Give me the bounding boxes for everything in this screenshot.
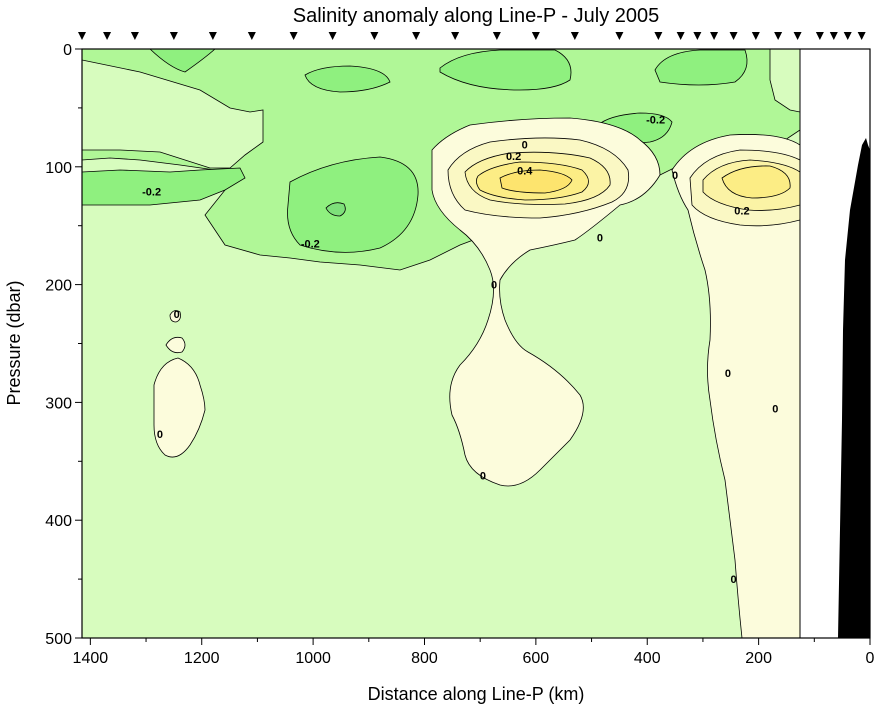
x-tick-label-6: 200 [745,650,772,667]
contour-label-8: 0 [597,232,603,244]
band-0-blob-mid [165,336,186,354]
contour-label-4: 0.2 [506,151,521,163]
x-tick-label-7: 0 [866,650,875,667]
y-tick-label-0: 0 [63,42,72,59]
y-tick-label-3: 300 [45,395,72,412]
chart-title: Salinity anomaly along Line-P - July 200… [293,5,660,27]
contour-label-10: 0 [174,309,180,321]
contour-label-13: 0 [157,429,163,441]
y-axis-label: Pressure (dbar) [4,280,24,405]
station-marker-22 [793,32,802,40]
x-tick-label-3: 800 [411,650,438,667]
band-neg0.1-to-0-topright [769,49,800,113]
y-tick-label-2: 200 [45,278,72,295]
station-marker-24 [829,32,838,40]
station-marker-5 [247,32,256,40]
station-marker-7 [328,32,337,40]
band-lt-neg0.2-g [149,49,216,73]
station-marker-0 [78,32,86,40]
band-gt-0.4-west [499,169,573,194]
band-0-blob-large [153,357,206,458]
x-tick-label-5: 400 [634,650,661,667]
y-axis: 0 100 200 300 400 500 [45,42,82,648]
y-tick-label-1: 100 [45,160,72,177]
contour-label-12: 0 [772,403,778,415]
x-tick-label-4: 600 [523,650,550,667]
station-marker-26 [857,32,866,40]
station-marker-12 [531,32,540,40]
station-marker-3 [169,32,178,40]
station-markers [78,32,866,40]
contour-label-9: 0 [491,280,497,292]
station-marker-8 [370,32,379,40]
station-marker-25 [843,32,852,40]
band-lt-neg0.2-e [654,49,748,86]
band-lt-neg0.2-d [439,49,572,91]
contour-label-15: 0 [730,574,736,586]
station-marker-11 [492,32,501,40]
band-0-to-0.1-east [671,134,800,638]
station-marker-9 [412,32,421,40]
contour-label-11: 0 [725,368,731,380]
contour-label-3: 0 [522,139,528,151]
contour-label-1: -0.2 [301,238,320,250]
contour-field [82,49,800,638]
x-axis: 1400 1200 1000 800 600 400 200 0 [73,638,875,667]
x-tick-label-2: 1000 [295,650,331,667]
bathymetry-shelf [838,138,870,638]
contour-label-2: -0.2 [646,115,665,127]
station-marker-10 [451,32,460,40]
x-tick-label-1: 1200 [184,650,220,667]
band-gt-0.3-east [721,165,791,199]
y-tick-label-4: 400 [45,513,72,530]
station-marker-14 [615,32,624,40]
station-marker-23 [815,32,824,40]
contour-label-7: 0.2 [734,205,749,217]
station-marker-21 [774,32,783,40]
contour-label-5: 0.4 [517,165,533,177]
contour-label-0: -0.2 [142,187,161,199]
station-marker-4 [208,32,217,40]
station-marker-17 [693,32,702,40]
station-marker-16 [676,32,685,40]
band-lt-neg0.2-f [304,65,391,93]
band-lt-neg0.3 [325,202,346,217]
station-marker-18 [710,32,719,40]
station-marker-13 [570,32,579,40]
station-marker-1 [103,32,112,40]
station-marker-6 [289,32,298,40]
y-tick-label-5: 500 [45,631,72,648]
station-marker-20 [751,32,760,40]
station-marker-15 [654,32,663,40]
station-marker-19 [729,32,738,40]
contour-label-6: 0 [672,170,678,182]
x-axis-label: Distance along Line-P (km) [368,684,585,704]
band-lt-neg0.2-b [287,156,419,253]
band-neg0.1-to-0-topleft [82,59,264,169]
station-marker-2 [130,32,139,40]
band-0-blob-small [169,310,181,323]
x-tick-label-0: 1400 [73,650,109,667]
contour-label-14: 0 [480,470,486,482]
band-lt-neg0.2-a [82,167,246,206]
